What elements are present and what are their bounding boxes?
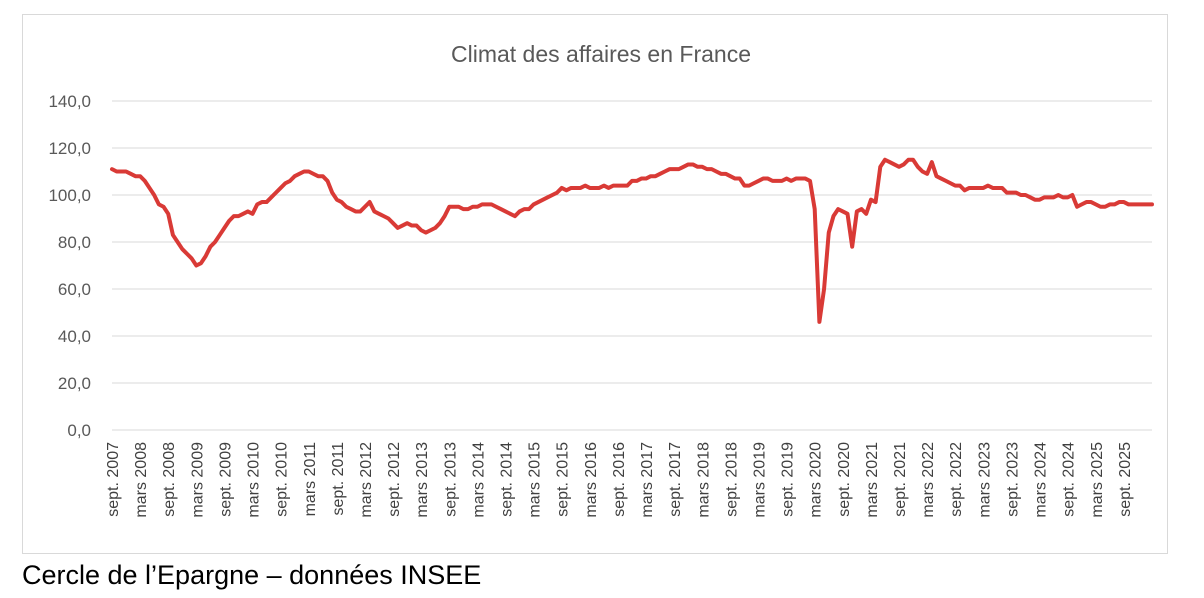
x-tick-label: sept. 2014 [499,442,516,517]
x-tick-label: sept. 2011 [330,442,347,516]
x-tick-label: sept. 2013 [442,442,459,517]
x-tick-label: sept. 2009 [217,442,234,517]
x-tick-label: sept. 2021 [892,442,909,517]
x-tick-label: mars 2020 [808,442,825,518]
source-caption: Cercle de l’Epargne – données INSEE [22,560,482,590]
y-tick-label: 100,0 [48,186,91,205]
x-tick-label: sept. 2015 [555,442,572,517]
series-line [110,157,1154,324]
y-tick-label: 40,0 [58,327,91,346]
x-tick-label: sept. 2025 [1117,442,1134,517]
x-tick-label: mars 2019 [751,442,768,518]
series-group [110,157,1154,324]
x-axis-tick-labels: sept. 2007 mars 2008 sept. 2008 mars 2009 se… [105,442,1134,518]
x-tick-label: mars 2012 [358,442,375,518]
chart-title: Climat des affaires en France [451,41,751,67]
gridlines [112,100,1152,431]
x-tick-label: sept. 2016 [611,442,628,517]
y-tick-label: 0,0 [67,421,91,440]
x-tick-label: mars 2017 [639,442,656,518]
x-tick-label: sept. 2010 [274,442,291,517]
y-tick-label: 80,0 [58,233,91,252]
x-tick-label: sept. 2019 [780,442,797,517]
x-tick-label: sept. 2018 [723,442,740,517]
y-tick-label: 120,0 [48,139,91,158]
y-tick-label: 60,0 [58,280,91,299]
x-tick-label: mars 2022 [920,442,937,518]
x-tick-label: sept. 2023 [1004,442,1021,517]
x-tick-label: mars 2021 [864,442,881,518]
y-tick-label: 140,0 [48,92,91,111]
x-tick-label: sept. 2017 [667,442,684,517]
x-tick-label: sept. 2020 [836,442,853,517]
x-tick-label: sept. 2008 [161,442,178,517]
x-tick-label: mars 2015 [527,442,544,518]
x-tick-label: sept. 2007 [105,442,122,517]
x-tick-label: mars 2018 [695,442,712,518]
x-tick-label: sept. 2024 [1061,442,1078,517]
x-tick-label: mars 2010 [246,442,263,518]
x-tick-label: sept. 2022 [948,442,965,517]
x-tick-label: mars 2014 [470,442,487,518]
x-tick-label: mars 2016 [583,442,600,518]
x-tick-label: mars 2024 [1033,442,1050,518]
y-tick-label: 20,0 [58,374,91,393]
x-tick-label: mars 2009 [189,442,206,518]
x-tick-label: mars 2023 [976,442,993,518]
x-tick-label: mars 2008 [133,442,150,518]
x-tick-label: mars 2013 [414,442,431,518]
y-axis-tick-labels: 0,0 20,0 40,0 60,0 80,0 100,0 120,0 140,0 [48,92,91,440]
x-tick-label: mars 2025 [1089,442,1106,518]
x-tick-label: sept. 2012 [386,442,403,517]
chart-frame [22,14,1168,554]
x-tick-label: mars 2011 [302,442,319,517]
